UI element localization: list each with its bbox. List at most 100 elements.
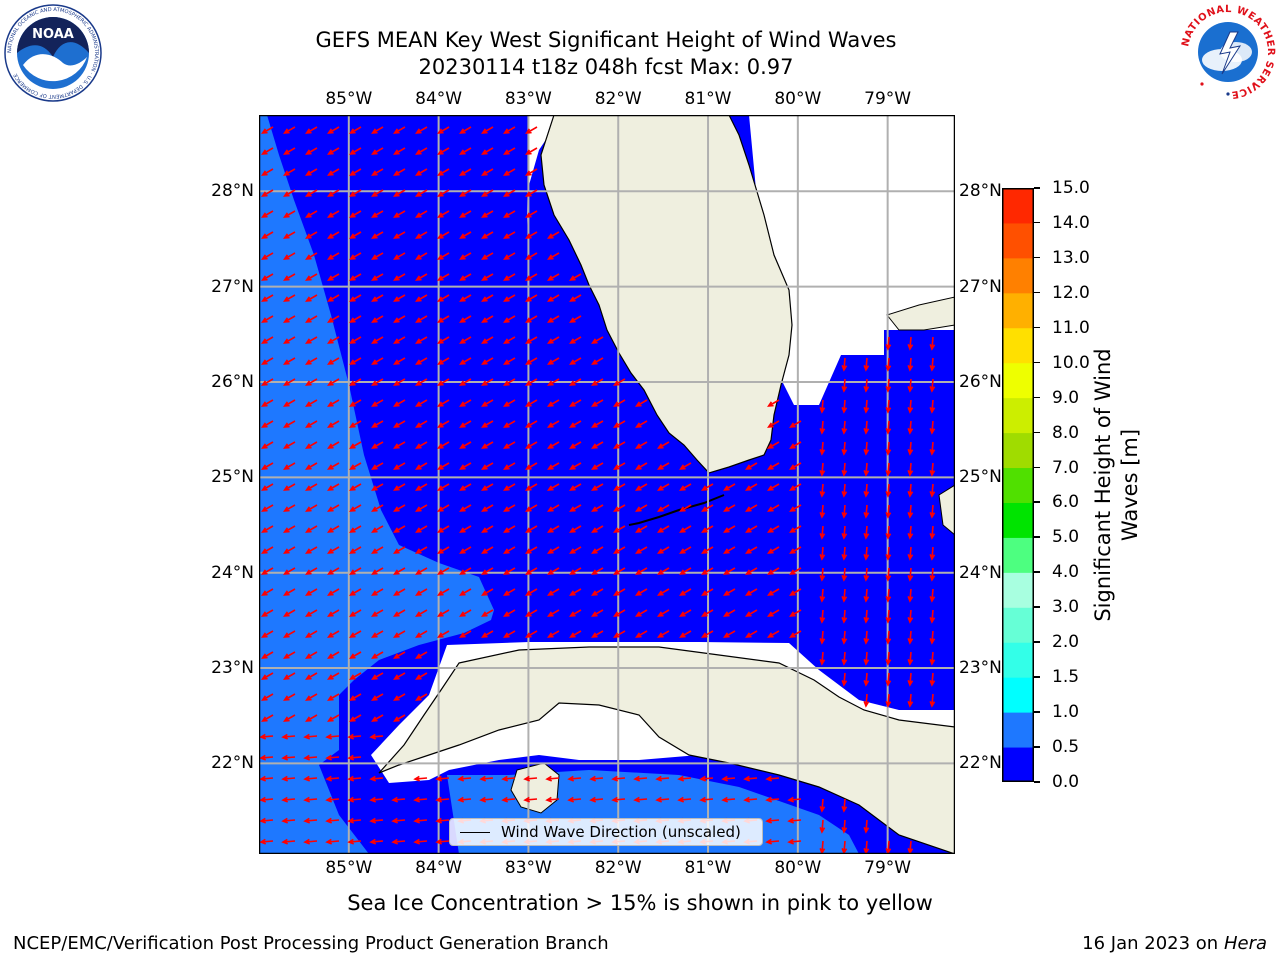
wind-wave-arrow bbox=[525, 147, 538, 155]
wind-wave-arrow bbox=[349, 651, 362, 659]
wind-wave-arrow bbox=[635, 420, 648, 428]
wind-wave-arrow bbox=[819, 504, 826, 519]
wind-wave-arrow bbox=[261, 588, 274, 596]
wind-wave-arrow bbox=[283, 546, 296, 554]
wind-wave-arrow bbox=[481, 210, 494, 218]
wind-wave-arrow bbox=[789, 609, 802, 617]
wind-wave-arrow bbox=[907, 336, 914, 351]
wind-wave-arrow bbox=[677, 775, 692, 782]
wind-wave-arrow bbox=[481, 609, 494, 617]
wind-wave-arrow bbox=[349, 168, 362, 176]
wind-wave-arrow bbox=[885, 609, 892, 624]
wind-wave-arrow bbox=[481, 126, 494, 134]
wind-wave-arrow bbox=[415, 420, 428, 428]
wind-wave-arrow bbox=[371, 231, 384, 239]
wind-wave-arrow bbox=[863, 651, 870, 666]
colorbar-tick-label: 6.0 bbox=[1052, 492, 1080, 513]
wind-wave-arrow bbox=[413, 775, 428, 782]
wind-wave-arrow bbox=[325, 775, 340, 782]
wind-wave-arrow bbox=[349, 294, 362, 302]
wind-wave-arrow bbox=[841, 420, 848, 435]
wind-wave-arrow bbox=[525, 483, 538, 491]
wind-wave-arrow bbox=[591, 630, 604, 638]
longitude-tick-label: 80°W bbox=[774, 89, 822, 109]
wind-wave-arrow bbox=[349, 357, 362, 365]
wind-wave-arrow bbox=[349, 525, 362, 533]
wind-wave-arrow bbox=[907, 378, 914, 393]
latitude-tick-label: 23°N bbox=[211, 658, 254, 679]
wind-wave-arrow bbox=[679, 525, 692, 533]
wind-wave-arrow bbox=[371, 420, 384, 428]
wind-wave-arrow bbox=[283, 504, 296, 512]
latitude-tick-label: 26°N bbox=[959, 371, 1002, 392]
wind-wave-arrow bbox=[283, 336, 296, 344]
wind-wave-arrow bbox=[525, 252, 538, 260]
wind-wave-arrow bbox=[459, 294, 472, 302]
wind-wave-arrow bbox=[369, 817, 384, 824]
colorbar-tick-mark bbox=[1034, 396, 1040, 399]
wind-wave-arrow bbox=[841, 567, 848, 582]
wind-wave-arrow bbox=[437, 630, 450, 638]
colorbar-tick-label: 9.0 bbox=[1052, 387, 1080, 408]
wind-wave-arrow bbox=[283, 588, 296, 596]
wind-wave-arrow bbox=[305, 483, 318, 491]
wind-wave-arrow bbox=[371, 504, 384, 512]
wind-wave-arrow bbox=[863, 567, 870, 582]
colorbar-segment bbox=[1002, 327, 1034, 364]
wind-wave-arrow bbox=[303, 775, 318, 782]
wind-wave-arrow bbox=[819, 567, 826, 582]
wind-wave-arrow bbox=[393, 273, 406, 281]
wind-wave-arrow bbox=[569, 504, 582, 512]
colorbar-segment bbox=[1002, 467, 1034, 503]
wind-wave-arrow bbox=[327, 399, 340, 407]
wind-wave-arrow bbox=[743, 775, 758, 782]
wind-wave-arrow bbox=[415, 168, 428, 176]
wind-wave-arrow bbox=[459, 588, 472, 596]
wind-wave-arrow bbox=[283, 378, 296, 386]
wind-wave-arrow bbox=[283, 168, 296, 176]
wind-wave-arrow bbox=[349, 147, 362, 155]
wind-wave-arrow bbox=[907, 462, 914, 477]
wind-wave-arrow bbox=[841, 819, 848, 834]
wind-wave-arrow bbox=[503, 567, 516, 575]
wind-wave-arrow bbox=[261, 420, 274, 428]
colorbar-label: Significant Height of Wind Waves [m] bbox=[1091, 348, 1142, 622]
wind-wave-arrow bbox=[863, 420, 870, 435]
wind-wave-arrow bbox=[481, 378, 494, 386]
nws-logo: NATIONAL WEATHER SERVICE bbox=[1180, 4, 1276, 100]
wind-wave-arrow bbox=[613, 567, 626, 575]
wind-wave-arrow bbox=[591, 399, 604, 407]
wind-wave-arrow bbox=[349, 189, 362, 197]
wind-wave-arrow bbox=[789, 441, 802, 449]
wind-wave-arrow bbox=[819, 483, 826, 498]
wind-wave-arrow bbox=[371, 357, 384, 365]
wind-wave-arrow bbox=[369, 838, 384, 845]
wind-wave-arrow bbox=[327, 567, 340, 575]
wind-wave-arrow bbox=[437, 294, 450, 302]
wind-wave-arrow bbox=[459, 441, 472, 449]
wind-wave-arrow bbox=[841, 672, 848, 687]
wind-wave-arrow bbox=[261, 189, 274, 197]
wind-wave-arrow bbox=[591, 525, 604, 533]
wind-wave-arrow bbox=[885, 651, 892, 666]
wind-wave-arrow bbox=[303, 754, 318, 761]
wind-wave-arrow bbox=[723, 609, 736, 617]
wind-wave-arrow bbox=[393, 357, 406, 365]
wind-wave-arrow bbox=[459, 273, 472, 281]
colorbar-tick-mark bbox=[1034, 641, 1040, 643]
wind-wave-arrow bbox=[415, 336, 428, 344]
wind-wave-arrow bbox=[929, 420, 936, 435]
wind-wave-arrow bbox=[371, 693, 384, 701]
wind-wave-arrow bbox=[349, 630, 362, 638]
wind-wave-arrow bbox=[393, 294, 406, 302]
wind-wave-arrow bbox=[819, 819, 826, 834]
wind-wave-arrow bbox=[767, 420, 780, 428]
wind-wave-arrow bbox=[503, 294, 516, 302]
wind-wave-arrow bbox=[701, 609, 714, 617]
wind-wave-arrow bbox=[591, 336, 604, 344]
colorbar-tick-label: 2.0 bbox=[1052, 632, 1080, 653]
wind-wave-arrow bbox=[305, 630, 318, 638]
wind-wave-arrow bbox=[459, 147, 472, 155]
wind-wave-arrow bbox=[567, 796, 582, 803]
wind-wave-arrow bbox=[481, 483, 494, 491]
